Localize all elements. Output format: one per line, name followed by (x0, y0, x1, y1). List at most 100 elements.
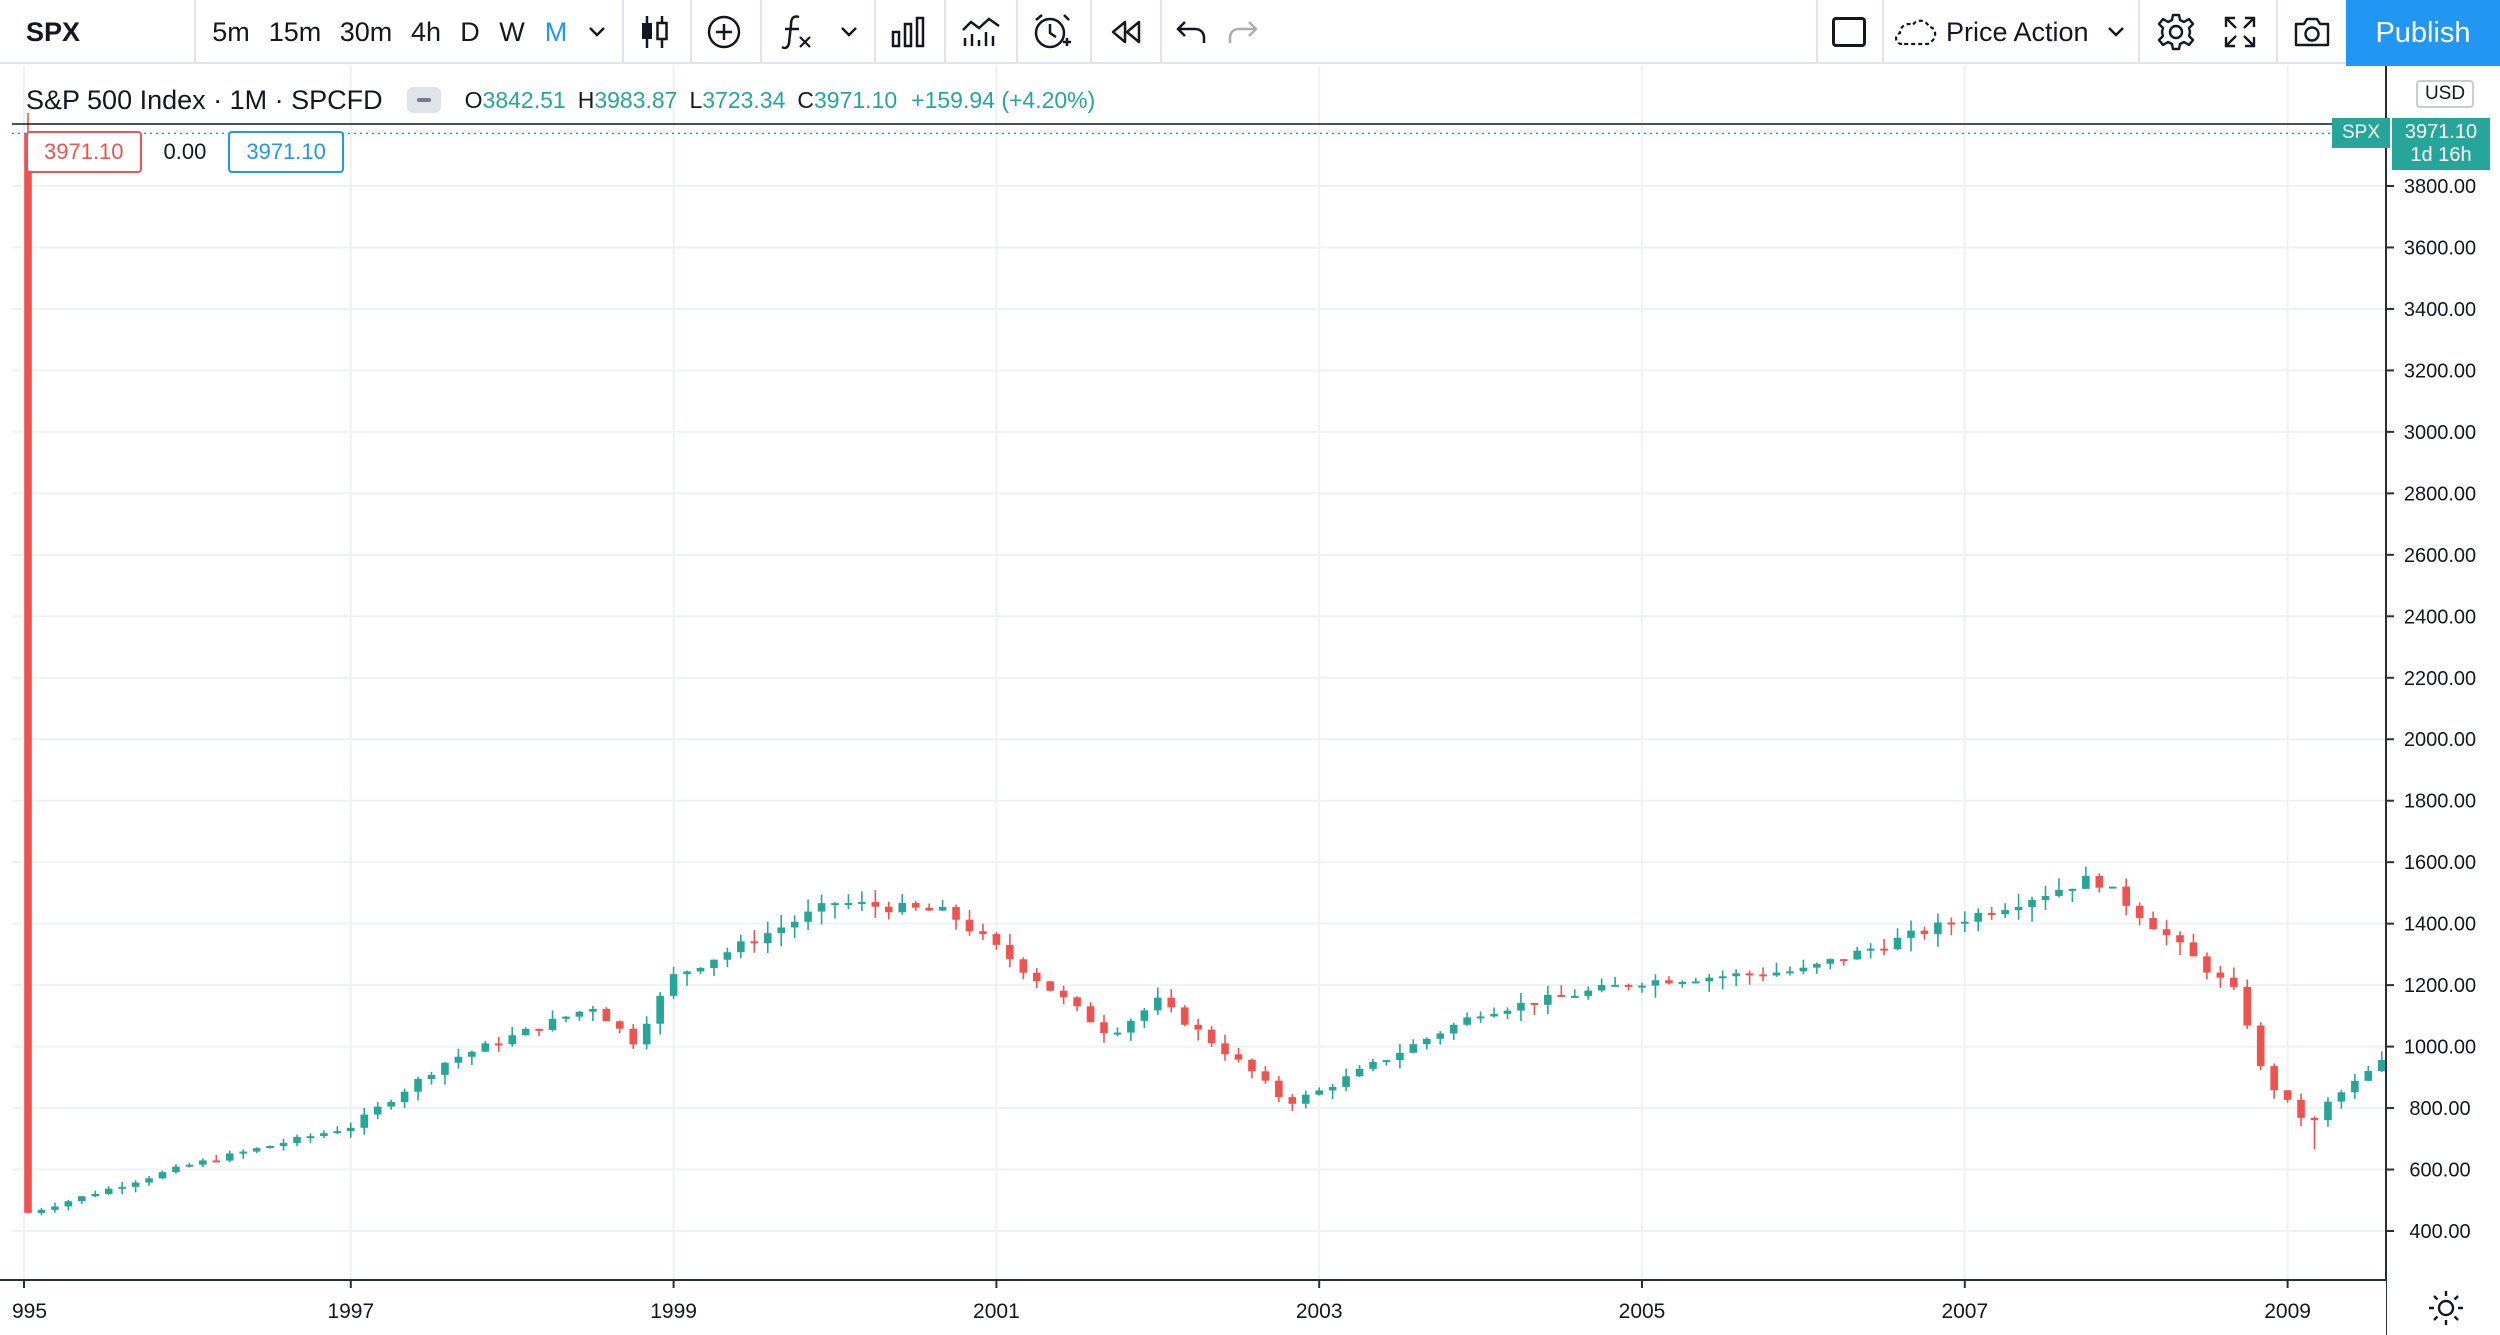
candle-body (898, 903, 907, 913)
settings-icon (2157, 13, 2195, 51)
buy-button[interactable]: 3971.10 (228, 131, 344, 173)
candle-body (1423, 1038, 1431, 1045)
redo-button[interactable] (1220, 0, 1266, 64)
time-label: 2003 (1296, 1300, 1343, 1323)
chart-area[interactable]: 3800.00 3600.00 3400.00 3200.00 3000.00 2800.… (0, 66, 2500, 1335)
candle-body (2203, 956, 2211, 973)
last-price: 3971.10 (2404, 121, 2478, 143)
settings-button[interactable] (2146, 0, 2206, 64)
candle-body (1987, 912, 1996, 915)
price-label: 800.00 (2409, 1098, 2470, 1120)
candle-body (2082, 876, 2090, 889)
candle-body (1315, 1090, 1323, 1095)
price-axis: 3800.00 3600.00 3400.00 3200.00 3000.00 2800.… (2385, 66, 2500, 1335)
candle-body (24, 133, 32, 1213)
sell-button[interactable]: 3971.10 (26, 131, 142, 173)
interval-5m[interactable]: 5m (212, 16, 250, 47)
hide-legend-button[interactable] (406, 87, 441, 113)
layout-button[interactable] (1822, 0, 1876, 64)
candle-body (1073, 997, 1081, 1007)
candle-body (1853, 950, 1861, 960)
price-axis-bg (2386, 66, 2500, 1280)
candle-body (683, 971, 691, 975)
candle-body (279, 1142, 288, 1146)
candle-body (2176, 935, 2184, 943)
price-chart[interactable]: 3800.00 3600.00 3400.00 3200.00 3000.00 2800.… (0, 66, 2500, 1335)
interval-15m[interactable]: 15m (268, 16, 322, 47)
candles (12, 112, 2500, 1216)
candle-body (37, 1209, 46, 1213)
candle-body (306, 1136, 315, 1139)
candle-body (64, 1201, 73, 1207)
currency-badge[interactable]: USD (2416, 80, 2474, 108)
candle-body (1490, 1013, 1498, 1017)
candle-body (427, 1074, 436, 1079)
candle-body (1826, 959, 1835, 964)
time-label: 1999 (650, 1300, 697, 1323)
spread-value: 0.00 (163, 139, 207, 164)
candle-body (1624, 984, 1633, 987)
interval-30m[interactable]: 30m (339, 16, 393, 47)
interval-m[interactable]: M (544, 16, 568, 47)
chart-settings-button[interactable] (2426, 1288, 2466, 1328)
interval-w[interactable]: W (499, 16, 525, 47)
candle-body (373, 1106, 382, 1115)
candle-body (1544, 994, 1552, 1005)
price-label: 600.00 (2409, 1160, 2470, 1182)
interval-dropdown[interactable] (580, 0, 614, 64)
price-label: 1800.00 (2404, 791, 2476, 813)
candle-body (1718, 976, 1727, 979)
alert-button[interactable] (1024, 0, 1080, 64)
price-label: 400.00 (2409, 1221, 2470, 1243)
candles-icon (642, 16, 668, 48)
candle-body (481, 1043, 490, 1052)
candle-body (548, 1018, 557, 1030)
candle-body (212, 1160, 221, 1163)
candle-body (2135, 905, 2144, 918)
series-title[interactable]: S&P 500 Index · 1M · SPCFD (26, 84, 383, 115)
candle-body (266, 1145, 274, 1149)
candle-body (1261, 1071, 1270, 1081)
templates-button[interactable] (954, 0, 1008, 64)
candle-body (1584, 990, 1592, 996)
interval-4h[interactable]: 4h (410, 16, 442, 47)
publish-button[interactable]: Publish (2346, 0, 2500, 66)
symbol-search[interactable]: SPX (26, 16, 81, 47)
candle-body (2028, 900, 2036, 907)
camera-icon (2294, 17, 2330, 47)
candle-body (158, 1172, 167, 1179)
time-axis-bg (0, 1280, 2386, 1335)
undo-button[interactable] (1168, 0, 1214, 64)
indicators-button[interactable] (772, 0, 822, 64)
chart-type-button[interactable] (630, 0, 680, 64)
financials-button[interactable] (882, 0, 934, 64)
replay-button[interactable] (1098, 0, 1154, 64)
candle-body (2122, 886, 2130, 906)
candle-body (1059, 990, 1068, 998)
candle-body (1113, 1032, 1122, 1035)
compare-symbol-button[interactable] (698, 0, 750, 64)
candle-body (185, 1164, 194, 1167)
price-label: 2200.00 (2404, 668, 2476, 690)
candle-body (2095, 876, 2104, 888)
candle-body (508, 1035, 516, 1045)
candle-body (1907, 930, 1915, 938)
candle-body (1154, 997, 1162, 1011)
price-label: 2800.00 (2404, 483, 2476, 505)
template-selector[interactable]: Price Action (1888, 0, 2128, 64)
candle-body (145, 1178, 153, 1183)
candle-body (118, 1186, 126, 1189)
candle-body (1745, 973, 1754, 976)
candle-body (2351, 1080, 2359, 1093)
financials-icon (891, 16, 925, 48)
snapshot-button[interactable] (2282, 0, 2342, 64)
price-label: 2000.00 (2404, 729, 2476, 751)
candle-body (992, 934, 1001, 945)
indicators-dropdown[interactable] (832, 0, 866, 64)
fullscreen-button[interactable] (2210, 0, 2270, 64)
candle-body (831, 903, 839, 906)
interval-d[interactable]: D (460, 16, 480, 47)
candle-body (1934, 922, 1942, 935)
candle-body (1275, 1080, 1283, 1098)
candle-body (2243, 986, 2252, 1026)
